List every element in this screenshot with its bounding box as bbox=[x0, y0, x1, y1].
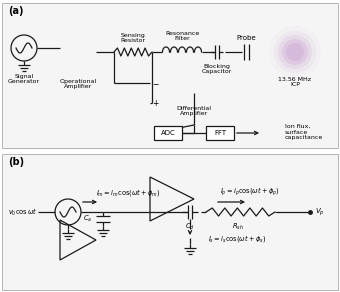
Bar bbox=[154, 126, 182, 140]
Text: $C_a$: $C_a$ bbox=[83, 214, 92, 224]
Text: Differential
Amplifier: Differential Amplifier bbox=[176, 106, 211, 117]
Text: Signal
Generator: Signal Generator bbox=[8, 74, 40, 84]
Text: 13.56 MHz
ICP: 13.56 MHz ICP bbox=[278, 77, 311, 87]
Circle shape bbox=[274, 31, 316, 73]
Circle shape bbox=[286, 43, 304, 61]
Text: Resonance
Filter: Resonance Filter bbox=[165, 31, 199, 41]
Text: $+$: $+$ bbox=[152, 98, 160, 108]
Bar bbox=[206, 126, 234, 140]
Text: (a): (a) bbox=[8, 6, 23, 16]
Text: Blocking
Capacitor: Blocking Capacitor bbox=[202, 64, 232, 74]
Circle shape bbox=[278, 35, 312, 69]
Bar bbox=[2, 154, 338, 290]
Text: $V_p$: $V_p$ bbox=[315, 206, 325, 218]
Text: $-$: $-$ bbox=[152, 79, 160, 88]
Text: (b): (b) bbox=[8, 157, 24, 167]
Circle shape bbox=[282, 39, 308, 65]
Text: $v_0 \cos\omega t$: $v_0 \cos\omega t$ bbox=[8, 206, 38, 218]
Text: FFT: FFT bbox=[214, 130, 226, 136]
Text: Ion flux,
surface
capacitance: Ion flux, surface capacitance bbox=[285, 124, 323, 140]
Text: $R_{sh}$: $R_{sh}$ bbox=[232, 222, 244, 232]
Bar bbox=[2, 3, 338, 148]
Text: $I_m = i_m\cos(\omega t + \phi_m)$: $I_m = i_m\cos(\omega t + \phi_m)$ bbox=[96, 187, 160, 197]
Circle shape bbox=[269, 26, 321, 78]
Text: Sensing
Resistor: Sensing Resistor bbox=[120, 33, 146, 44]
Text: $I_p = i_p\cos(\omega t + \phi_p)$: $I_p = i_p\cos(\omega t + \phi_p)$ bbox=[220, 186, 280, 198]
Text: Operational
Amplifier: Operational Amplifier bbox=[59, 79, 97, 89]
Text: $C_d$: $C_d$ bbox=[185, 222, 195, 232]
Text: Probe: Probe bbox=[236, 35, 256, 41]
Text: ADC: ADC bbox=[160, 130, 175, 136]
Text: $I_s = i_s\cos(\omega t + \phi_s)$: $I_s = i_s\cos(\omega t + \phi_s)$ bbox=[208, 232, 266, 244]
